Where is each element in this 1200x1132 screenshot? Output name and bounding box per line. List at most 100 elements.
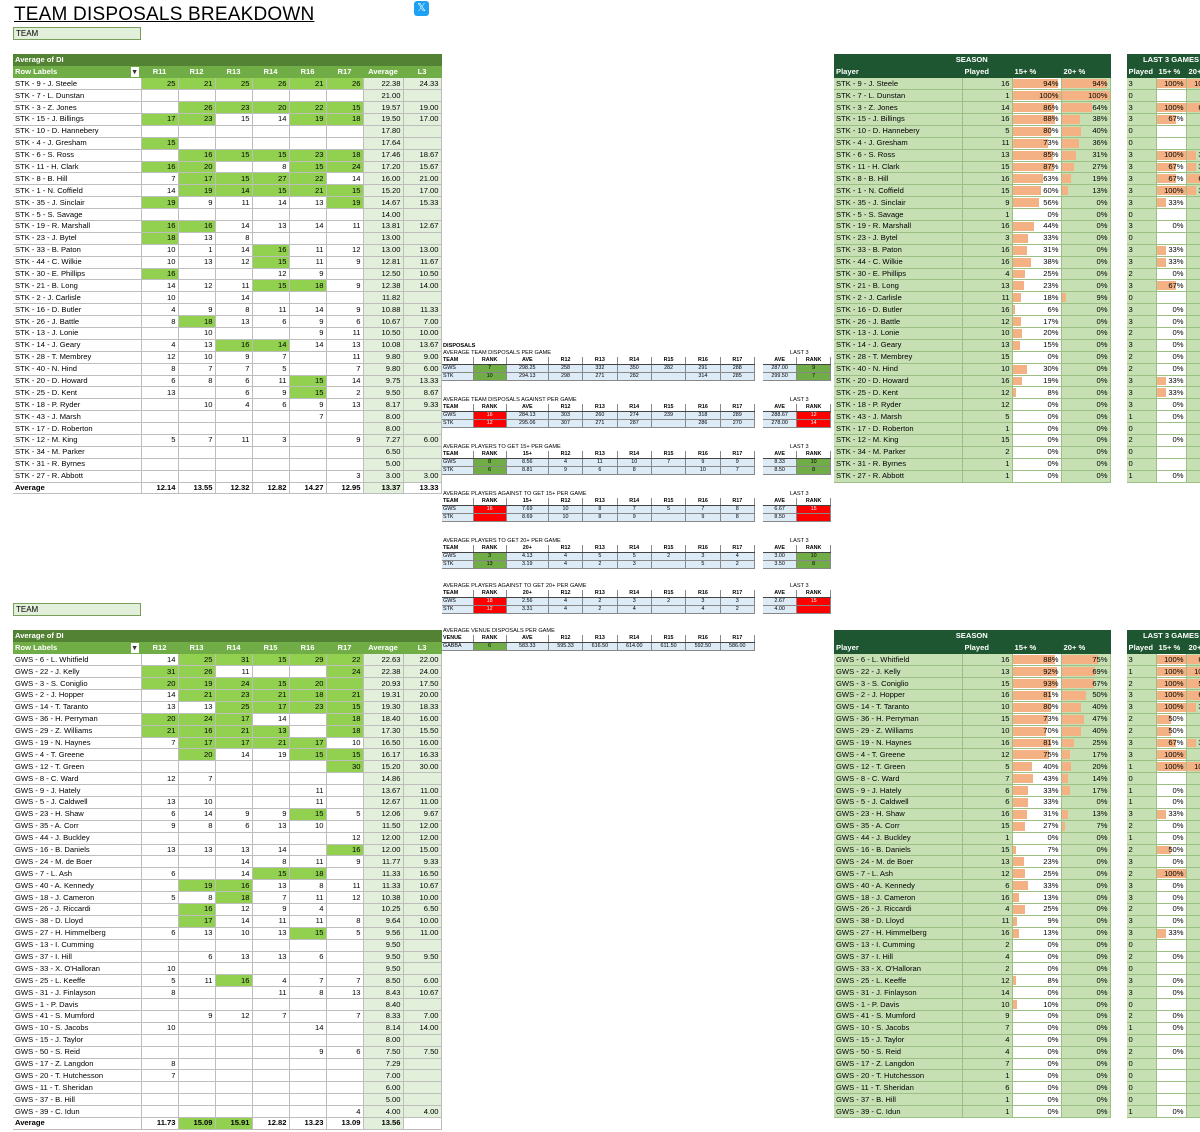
summary-col-header[interactable]: R15	[651, 357, 687, 366]
player-row[interactable]: STK - 6 - S. Ross 16 15 15 23 18 17.46 18.67	[13, 149, 442, 162]
player-row[interactable]: STK - 2 - J. Carlisle 10 14 11.82	[13, 291, 442, 305]
player-row[interactable]: STK - 28 - T. Membrey 12 10 9 7 11 9.80 9.00	[13, 351, 442, 364]
season-player-row[interactable]: GWS - 11 - T. Sheridan 6 0% 0% 0	[834, 1081, 1200, 1095]
player-row[interactable]: GWS - 7 - L. Ash 6 14 15 18 11.33 16.50	[13, 867, 442, 881]
season-player-row[interactable]: STK - 7 - L. Dunstan 1 100% 100% 0	[834, 89, 1200, 103]
summary-col-header[interactable]: R12	[548, 357, 584, 366]
summary-col-header[interactable]: R15	[651, 635, 687, 644]
summary-col-header[interactable]: R16	[685, 357, 721, 366]
season-player-row[interactable]: GWS - 15 - J. Taylor 4 0% 0% 0	[834, 1034, 1200, 1047]
player-row[interactable]: GWS - 5 - J. Caldwell 13 10 11 12.67 11.00	[13, 796, 442, 809]
player-row[interactable]: STK - 11 - H. Clark 16 20 8 15 24 17.20 15.67	[13, 161, 442, 174]
player-row[interactable]: STK - 34 - M. Parker 6.50	[13, 446, 442, 459]
player-row[interactable]: STK - 30 - E. Phillips 16 12 9 12.50 10.50	[13, 268, 442, 281]
player-row[interactable]: GWS - 29 - Z. Williams 21 16 21 13 18 17.30 15.…	[13, 725, 442, 738]
twitter-icon[interactable]: 𝕏	[414, 1, 429, 16]
player-row[interactable]: GWS - 36 - H. Perryman 20 24 17 14 18 18.40 16.…	[13, 713, 442, 726]
summary-col-header[interactable]: R15	[651, 451, 687, 460]
summary-col-header[interactable]: RANK	[473, 404, 507, 413]
summary-col-header[interactable]: R12	[548, 635, 584, 644]
player-row[interactable]: STK - 23 - J. Bytel 18 13 8 13.00	[13, 232, 442, 245]
team-filter-bottom[interactable]: TEAM	[13, 603, 141, 616]
player-row[interactable]: GWS - 19 - N. Haynes 7 17 17 21 17 10 16.50 16.0…	[13, 737, 442, 750]
player-row[interactable]: GWS - 33 - X. O'Halloran 10 9.50	[13, 962, 442, 976]
summary-col-header[interactable]: R13	[582, 357, 618, 366]
player-row[interactable]: GWS - 39 - C. Idun 4 4.00 4.00	[13, 1105, 442, 1119]
player-row[interactable]: GWS - 9 - J. Hately 11 13.67 11.00	[13, 784, 442, 797]
player-row[interactable]: GWS - 1 - P. Davis 8.40	[13, 998, 442, 1011]
summary-col-header[interactable]: RANK	[473, 451, 507, 460]
player-row[interactable]: STK - 27 - R. Abbott 3 3.00 3.00	[13, 470, 442, 483]
player-row[interactable]: GWS - 17 - Z. Langdon 8 7.29	[13, 1058, 442, 1071]
summary-col-header[interactable]: R13	[582, 635, 618, 644]
player-row[interactable]: GWS - 14 - T. Taranto 13 13 25 17 23 15 19.30 18…	[13, 701, 442, 714]
summary-col-header[interactable]: R16	[685, 498, 721, 507]
summary-col-header[interactable]: 20+	[506, 590, 549, 599]
summary-col-header[interactable]: R14	[617, 545, 652, 554]
player-row[interactable]: STK - 17 - D. Roberton 8.00	[13, 422, 442, 435]
season-player-row[interactable]: STK - 10 - D. Hannebery 5 80% 40% 0	[834, 125, 1200, 138]
summary-col-header[interactable]: R17	[720, 451, 756, 460]
season-player-row[interactable]: GWS - 13 - I. Cumming 2 0% 0% 0	[834, 939, 1200, 952]
player-row[interactable]: STK - 21 - B. Long 14 12 11 15 18 9 12.38 14.00	[13, 279, 442, 293]
summary-col-header[interactable]: R17	[720, 545, 756, 554]
player-row[interactable]: GWS - 25 - L. Keeffe 5 11 16 4 7 7 8.50 6.00	[13, 974, 442, 988]
player-row[interactable]: STK - 26 - J. Battle 8 18 13 6 9 6 10.67 7.00	[13, 315, 442, 328]
season-player-row[interactable]: GWS - 1 - P. Davis 10 10% 0% 0	[834, 998, 1200, 1011]
summary-col-header[interactable]: R17	[720, 404, 756, 413]
summary-col-header[interactable]: 15+	[506, 498, 549, 507]
player-row[interactable]: STK - 44 - C. Wilkie 10 13 12 15 11 9 12.81 11.6…	[13, 256, 442, 269]
summary-col-header[interactable]: R14	[617, 498, 652, 507]
player-row[interactable]: GWS - 18 - J. Cameron 5 8 18 7 11 12 10.38 10.00	[13, 891, 442, 904]
season-player-row[interactable]: STK - 4 - J. Gresham 11 73% 36% 0	[834, 137, 1200, 150]
summary-col-header[interactable]: R17	[720, 590, 756, 599]
player-row[interactable]: GWS - 37 - I. Hill 6 13 13 6 9.50 9.50	[13, 951, 442, 964]
player-row[interactable]: GWS - 3 - S. Coniglio 20 19 24 15 20 20.93 17.5…	[13, 677, 442, 690]
season-player-row[interactable]: GWS - 37 - B. Hill 1 0% 0% 0	[834, 1093, 1200, 1107]
player-row[interactable]: GWS - 24 - M. de Boer 14 8 11 9 11.77 9.33	[13, 855, 442, 869]
season-player-row[interactable]: STK - 5 - S. Savage 1 0% 0% 0	[834, 208, 1200, 221]
player-row[interactable]: GWS - 23 - H. Shaw 6 14 9 9 15 5 12.06 9.67	[13, 808, 442, 821]
summary-col-header[interactable]: R15	[651, 545, 687, 554]
season-player-row[interactable]: STK - 34 - M. Parker 2 0% 0% 0	[834, 446, 1200, 459]
player-row[interactable]: STK - 31 - R. Byrnes 5.00	[13, 458, 442, 471]
summary-col-header[interactable]: R12	[548, 404, 584, 413]
summary-col-header[interactable]: R16	[685, 545, 721, 554]
summary-col-header[interactable]: R17	[720, 635, 756, 644]
summary-col-header[interactable]: R14	[617, 635, 652, 644]
summary-col-header[interactable]: R16	[685, 590, 721, 599]
summary-col-header[interactable]: R14	[617, 357, 652, 366]
filter-dropdown-icon[interactable]: ▾	[130, 642, 139, 653]
summary-col-header[interactable]: 20+	[506, 545, 549, 554]
season-player-row[interactable]: STK - 23 - J. Bytel 3 33% 0% 0	[834, 232, 1200, 245]
filter-dropdown-icon[interactable]: ▾	[130, 66, 139, 77]
summary-col-header[interactable]: AVE	[506, 357, 549, 366]
player-row[interactable]: STK - 25 - D. Kent 13 6 9 15 2 9.50 8.67	[13, 386, 442, 400]
